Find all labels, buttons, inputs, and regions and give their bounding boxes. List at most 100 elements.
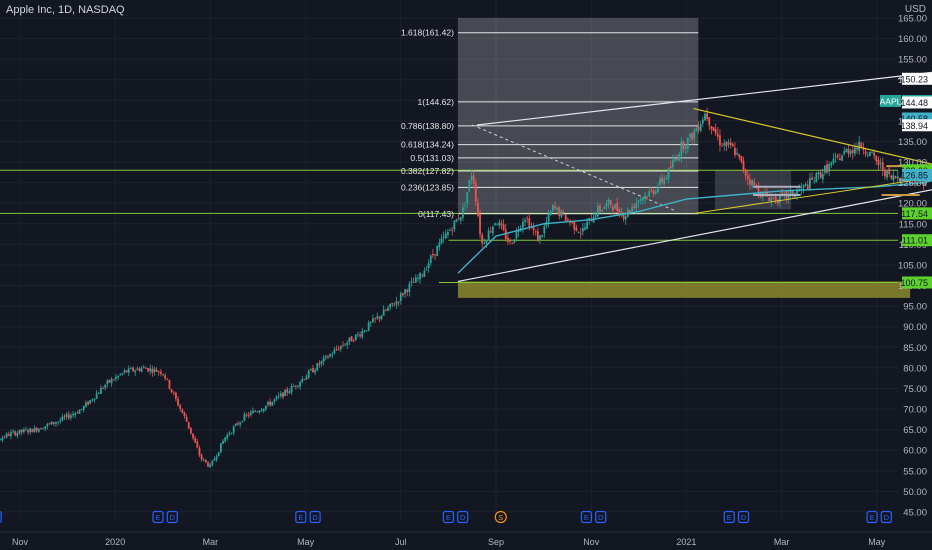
candle-body — [367, 322, 370, 331]
candle-body — [462, 207, 464, 218]
trend-drawings — [457, 71, 932, 283]
candle-body — [868, 151, 871, 156]
candle-body — [192, 433, 194, 438]
candle-body — [622, 214, 625, 219]
candle-body — [402, 293, 404, 296]
candle-body — [474, 183, 477, 202]
horizontal-levels — [0, 78, 932, 283]
candle-body — [629, 210, 631, 213]
candle-body — [659, 178, 661, 185]
candle-body — [721, 145, 723, 147]
candle-body — [228, 433, 231, 435]
candle-body — [374, 317, 376, 319]
candle-body — [166, 378, 169, 380]
candle-body — [204, 459, 207, 463]
candle-body — [596, 206, 599, 217]
candle-body — [648, 191, 651, 197]
candle-body — [566, 219, 569, 221]
candle-body — [260, 410, 263, 412]
event-marker-label: E — [870, 513, 875, 522]
candle-body — [149, 368, 152, 372]
candle-body — [142, 366, 145, 368]
price-tick-label: 135.00 — [898, 137, 927, 148]
candle-body — [854, 147, 856, 154]
candle-body — [581, 228, 584, 232]
candle-body — [789, 191, 792, 195]
candle-body — [389, 303, 391, 308]
level-tag — [902, 234, 932, 247]
level-tag — [902, 276, 932, 289]
candle-body — [809, 177, 811, 189]
candle-body — [1, 437, 4, 441]
candle-body — [346, 342, 349, 345]
earnings-marker — [309, 510, 321, 524]
candle-body — [162, 374, 164, 375]
candle-body — [252, 410, 254, 414]
candle-body — [547, 213, 550, 222]
earnings-marker — [295, 510, 307, 524]
candle-body — [768, 197, 771, 201]
candle-body — [429, 255, 432, 264]
split-marker — [494, 510, 507, 524]
candle-body — [256, 411, 259, 413]
candle-body — [541, 235, 544, 237]
candle-body — [27, 430, 29, 433]
candle-body — [421, 274, 424, 276]
candle-body — [237, 423, 239, 425]
candle-body — [828, 163, 831, 172]
candle-body — [55, 422, 57, 425]
candle-body — [363, 331, 366, 332]
candle-body — [112, 379, 115, 381]
candle-body — [136, 368, 139, 370]
candle-body — [811, 177, 813, 180]
candle-body — [496, 224, 499, 226]
candle-body — [241, 421, 244, 423]
candle-body — [738, 154, 741, 158]
candle-body — [194, 437, 197, 443]
candle-body — [35, 427, 38, 432]
candle-body — [59, 420, 62, 422]
candle-body — [80, 409, 83, 410]
candle-body — [3, 436, 6, 438]
candle-body — [380, 315, 383, 320]
price-tick-label: 85.00 — [903, 343, 927, 354]
candle-body — [12, 431, 14, 433]
candle-body — [254, 410, 257, 412]
candle-body — [387, 307, 389, 311]
candle-body — [511, 243, 514, 244]
candle-body — [667, 168, 670, 180]
candle-body — [234, 423, 237, 426]
candle-body — [654, 191, 657, 194]
time-tick-label: Mar — [203, 537, 219, 547]
candle-body — [7, 434, 10, 436]
level-tag — [902, 207, 932, 220]
candle-body — [633, 205, 636, 208]
candle-body — [384, 309, 387, 311]
candle-body — [309, 369, 312, 371]
candle-body — [913, 179, 916, 185]
symbol-tag — [880, 94, 901, 107]
candle-body — [419, 273, 421, 280]
candle-body — [804, 183, 807, 186]
candle-body — [536, 231, 539, 242]
candle-body — [806, 184, 809, 190]
candle-body — [284, 389, 287, 397]
candle-body — [607, 199, 610, 205]
candle-body — [155, 369, 158, 372]
candle-body — [483, 243, 486, 244]
time-tick-label: Sep — [488, 537, 504, 547]
candle-body — [883, 169, 886, 177]
event-marker-label: D — [460, 513, 466, 522]
candle-body — [239, 422, 242, 425]
fib-level-label: 0.786(138.80) — [401, 121, 454, 131]
candle-body — [5, 433, 8, 438]
candle-body — [892, 175, 895, 181]
candle-body — [477, 203, 479, 216]
level-tag-text: 117.54 — [901, 209, 928, 219]
candle-body — [202, 459, 205, 461]
candle-body — [819, 172, 822, 178]
price-tick-label: 105.00 — [898, 260, 927, 271]
time-tick-label: Nov — [583, 537, 600, 547]
candle-body — [592, 217, 595, 223]
